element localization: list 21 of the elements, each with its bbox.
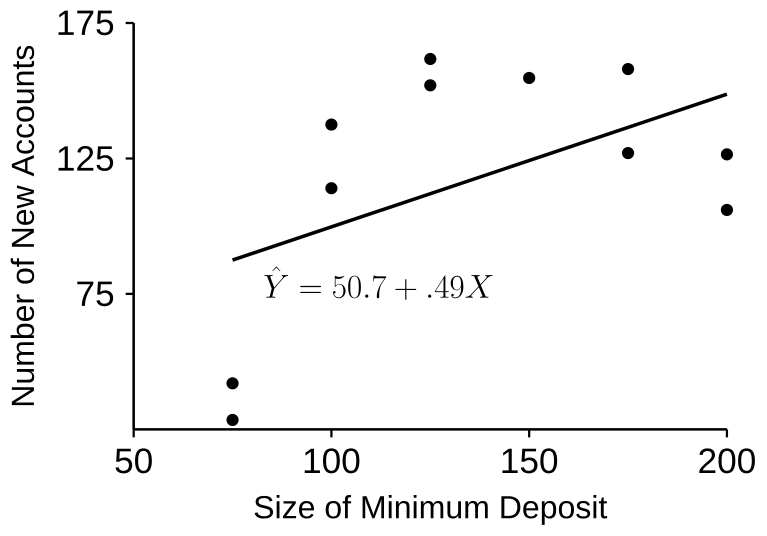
y-tick-label: 175 bbox=[58, 10, 114, 36]
point bbox=[523, 72, 536, 84]
annotation: $\hat{Y} = 50.7 + .49X$ bbox=[264, 266, 493, 300]
point bbox=[325, 118, 338, 131]
x-axis-title: Size of Minimum Deposit bbox=[254, 495, 608, 526]
y-tick-label: 75 bbox=[77, 282, 114, 306]
point bbox=[226, 414, 239, 426]
point bbox=[720, 148, 734, 161]
x-tick-label: 50 bbox=[115, 448, 152, 474]
point bbox=[226, 377, 239, 390]
y-axis-title: Number of New Accounts bbox=[10, 46, 34, 406]
point bbox=[720, 204, 734, 216]
point bbox=[424, 53, 436, 66]
point bbox=[622, 63, 634, 76]
x-tick-label: 200 bbox=[699, 448, 755, 474]
x-tick-label: 150 bbox=[502, 448, 558, 474]
point bbox=[622, 147, 634, 160]
y-tick-label: 125 bbox=[58, 146, 114, 172]
point bbox=[424, 79, 436, 92]
point bbox=[325, 182, 338, 195]
x-tick-label: 100 bbox=[304, 448, 360, 474]
